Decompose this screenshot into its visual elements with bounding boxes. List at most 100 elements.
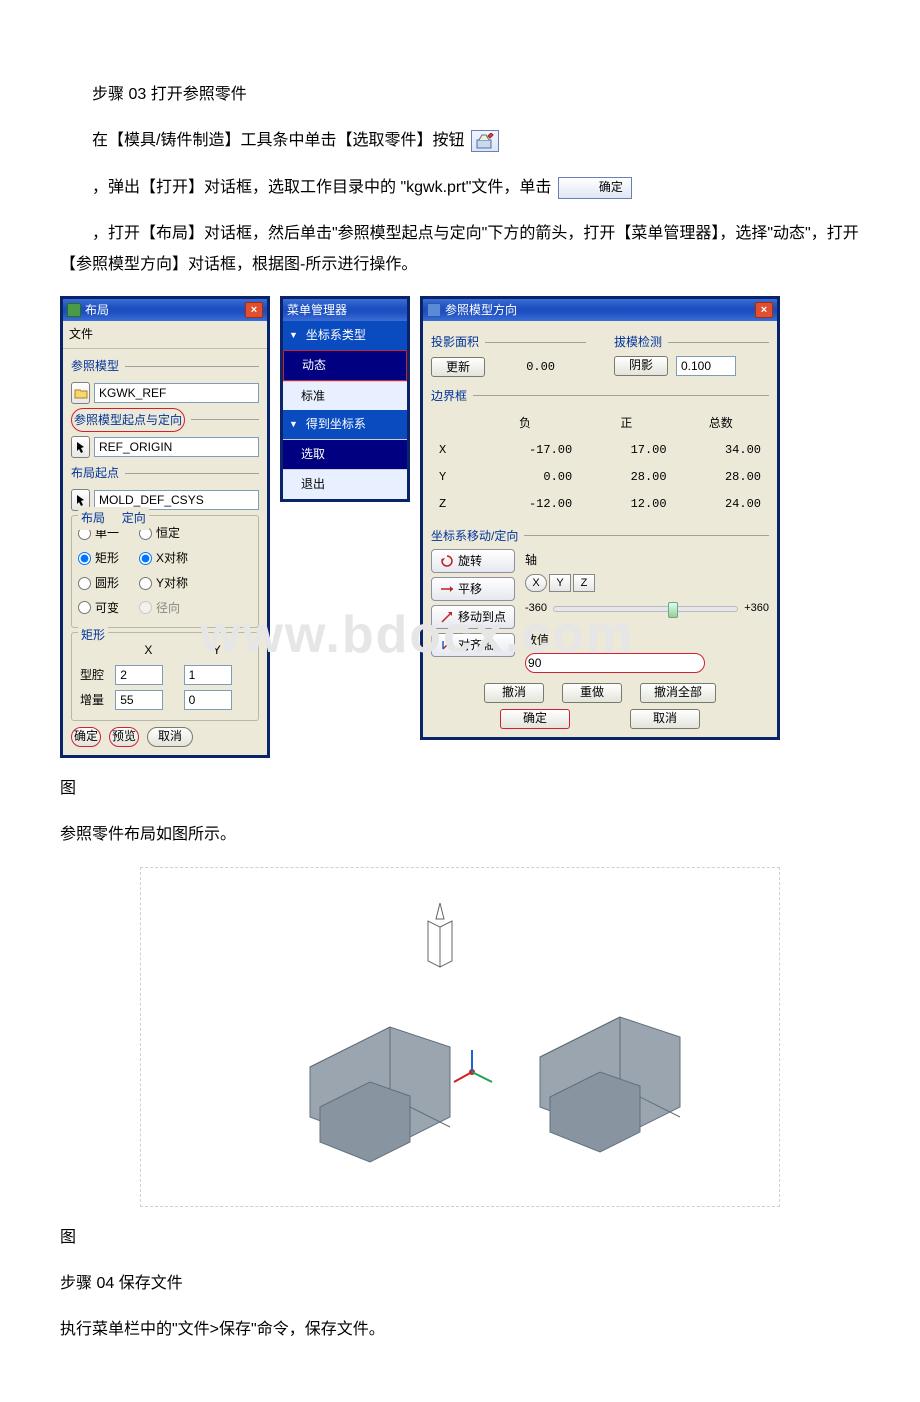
- close-icon[interactable]: ×: [245, 302, 263, 318]
- col-x: X: [115, 639, 181, 662]
- redo-button[interactable]: 重做: [562, 683, 622, 703]
- slider-max: +360: [744, 598, 769, 619]
- layout-orient-group: 布局 定向 单一 矩形 圆形 可变 恒定 X对称 Y对称 径向: [71, 515, 259, 628]
- paragraph-open-part: 在【模具/铸件制造】工具条中单击【选取零件】按钮: [60, 126, 860, 156]
- ref-orient-title: 参照模型方向: [445, 299, 517, 322]
- value-input[interactable]: [525, 653, 705, 673]
- col-total: 总数: [675, 411, 767, 436]
- layout-dialog-menu[interactable]: 文件: [63, 321, 267, 349]
- section-bbox: 边界框: [431, 383, 769, 410]
- section-move: 坐标系移动/定向: [431, 523, 769, 550]
- csys-type-header[interactable]: 坐标系类型: [283, 321, 407, 350]
- value-label: 数值: [525, 629, 769, 652]
- section-ref-model: 参照模型: [71, 353, 259, 380]
- text-span: ，弹出【打开】对话框，选取工作目录中的 "kgwk.prt"文件，单击: [92, 179, 551, 196]
- origin-input[interactable]: [94, 437, 259, 457]
- slider-min: -360: [525, 598, 547, 619]
- ref-orient-titlebar: 参照模型方向 ×: [423, 299, 777, 321]
- label: 布局: [81, 511, 105, 525]
- radio-xsym[interactable]: [139, 552, 152, 565]
- rotation-slider[interactable]: [553, 606, 738, 612]
- menu-dynamic[interactable]: 动态: [283, 350, 407, 381]
- text-span: 在【模具/铸件制造】工具条中单击【选取零件】按钮: [92, 132, 464, 149]
- draft-value-input[interactable]: [676, 356, 736, 376]
- section-proj: 投影面积: [431, 329, 586, 356]
- shadow-button[interactable]: 阴影: [614, 356, 668, 376]
- rotate-button[interactable]: 旋转: [431, 549, 515, 573]
- ref-cancel-button[interactable]: 取消: [630, 709, 700, 729]
- update-button[interactable]: 更新: [431, 357, 485, 377]
- close-icon[interactable]: ×: [755, 302, 773, 318]
- pick-arrow-icon[interactable]: [71, 436, 90, 458]
- layout-dialog-titlebar: 布局 ×: [63, 299, 267, 321]
- paragraph-layout-shown: 参照零件布局如图所示。: [60, 820, 860, 850]
- row-incr-label: 增量: [80, 689, 113, 712]
- window-icon: [427, 303, 441, 317]
- section-layout-origin: 布局起点: [71, 460, 259, 487]
- paragraph-open-dialog: ，弹出【打开】对话框，选取工作目录中的 "kgwk.prt"文件，单击 确定: [60, 173, 860, 203]
- radio-var[interactable]: [78, 601, 91, 614]
- paragraph-save: 执行菜单栏中的"文件>保存"命令，保存文件。: [60, 1315, 860, 1345]
- label: 矩形: [95, 547, 119, 570]
- section-origin: 参照模型起点与定向: [71, 406, 259, 435]
- row-cavity-label: 型腔: [80, 664, 113, 687]
- radio-ysym[interactable]: [139, 577, 152, 590]
- figure-caption-2: 图: [60, 1223, 860, 1253]
- menu-manager-title: 菜单管理器: [283, 299, 407, 321]
- moveto-button[interactable]: 移动到点: [431, 605, 515, 629]
- incr-y-input[interactable]: [184, 690, 232, 710]
- dialog-row: 布局 × 文件 参照模型 参照模型起点与定向 布局起点 布局: [60, 296, 860, 758]
- menu-standard[interactable]: 标准: [283, 381, 407, 411]
- cavity-y-input[interactable]: [184, 665, 232, 685]
- undo-button[interactable]: 撤消: [484, 683, 544, 703]
- label: 矩形: [78, 624, 108, 647]
- window-icon: [67, 303, 81, 317]
- cavity-x-input[interactable]: [115, 665, 163, 685]
- radio-circle[interactable]: [78, 577, 91, 590]
- rect-group: 矩形 X Y 型腔 增量: [71, 632, 259, 720]
- layout-3d-figure: [140, 867, 780, 1207]
- open-folder-icon[interactable]: [71, 382, 90, 404]
- label: 恒定: [156, 522, 180, 545]
- label: X对称: [156, 547, 188, 570]
- bbox-table: 负 正 总数 X-17.0017.0034.00 Y0.0028.0028.00…: [431, 409, 769, 518]
- paragraph-step04: 步骤 04 保存文件: [60, 1269, 860, 1299]
- layout-cancel-button[interactable]: 取消: [147, 727, 193, 747]
- paragraph-step03: 步骤 03 打开参照零件: [60, 80, 860, 110]
- layout-dialog: 布局 × 文件 参照模型 参照模型起点与定向 布局起点 布局: [60, 296, 270, 758]
- layout-preview-button[interactable]: 预览: [109, 727, 139, 747]
- proj-value: 0.00: [495, 356, 555, 379]
- label: 定向: [122, 511, 146, 525]
- menu-pick[interactable]: 选取: [283, 439, 407, 469]
- align-button[interactable]: 对齐轴: [431, 633, 515, 657]
- paragraph-layout-instructions: ，打开【布局】对话框，然后单击"参照模型起点与定向"下方的箭头，打开【菜单管理器…: [60, 219, 860, 280]
- axis-z-button[interactable]: Z: [573, 574, 595, 592]
- axis-x-button[interactable]: X: [525, 574, 547, 592]
- col-neg: 负: [472, 411, 578, 436]
- ok-button-inline[interactable]: 确定: [558, 177, 632, 199]
- section-draft: 拔模检测: [614, 329, 769, 356]
- ref-model-input[interactable]: [94, 383, 259, 403]
- figure-caption-1: 图: [60, 774, 860, 804]
- incr-x-input[interactable]: [115, 690, 163, 710]
- axis-label: 轴: [525, 549, 769, 572]
- axis-y-button[interactable]: Y: [549, 574, 571, 592]
- ref-ok-button[interactable]: 确定: [500, 709, 570, 729]
- label: 可变: [95, 597, 119, 620]
- label: Y对称: [156, 572, 188, 595]
- label: 圆形: [95, 572, 119, 595]
- radio-radial: [139, 601, 152, 614]
- layout-ok-button[interactable]: 确定: [71, 727, 101, 747]
- col-pos: 正: [580, 411, 672, 436]
- menu-exit[interactable]: 退出: [283, 469, 407, 499]
- select-part-icon[interactable]: [471, 130, 499, 152]
- col-y: Y: [184, 639, 250, 662]
- get-csys-header[interactable]: 得到坐标系: [283, 410, 407, 439]
- translate-button[interactable]: 平移: [431, 577, 515, 601]
- radio-rect[interactable]: [78, 552, 91, 565]
- ref-orient-dialog: 参照模型方向 × 投影面积 更新 0.00 拔模检测 阴影: [420, 296, 780, 740]
- label: 径向: [156, 597, 180, 620]
- layout-dialog-title: 布局: [85, 299, 109, 322]
- undo-all-button[interactable]: 撤消全部: [640, 683, 716, 703]
- menu-manager: 菜单管理器 坐标系类型 动态 标准 得到坐标系 选取 退出: [280, 296, 410, 502]
